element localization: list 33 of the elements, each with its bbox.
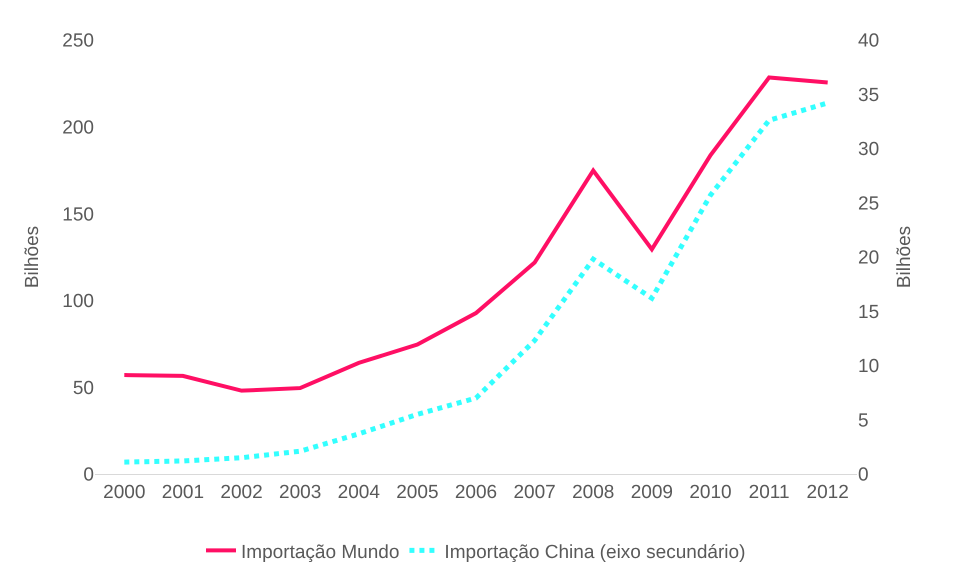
y-tick-label: 50 bbox=[72, 378, 94, 399]
y2-tick-label: 20 bbox=[858, 248, 880, 269]
legend-label: Importação China (eixo secundário) bbox=[444, 542, 746, 563]
x-tick-label: 2010 bbox=[689, 482, 732, 503]
y-axis-title: Bilhões bbox=[22, 226, 44, 288]
y-tick-label: 250 bbox=[62, 30, 94, 52]
y2-tick-label: 30 bbox=[858, 139, 880, 160]
y2-tick-label: 5 bbox=[858, 410, 869, 432]
x-tick-label: 2007 bbox=[513, 482, 556, 503]
x-tick-label: 2008 bbox=[572, 482, 614, 503]
x-tick-label: 2012 bbox=[806, 482, 849, 503]
x-tick-label: 2003 bbox=[279, 482, 322, 503]
x-tick-label: 2000 bbox=[103, 482, 146, 503]
y2-tick-label: 25 bbox=[858, 193, 880, 214]
y2-tick-label: 0 bbox=[858, 464, 869, 486]
x-tick-label: 2001 bbox=[162, 482, 204, 503]
y2-tick-label: 40 bbox=[858, 30, 880, 52]
y-tick-label: 150 bbox=[62, 204, 94, 226]
y2-tick-label: 15 bbox=[858, 302, 880, 323]
x-tick-label: 2011 bbox=[748, 482, 790, 503]
x-tick-label: 2005 bbox=[396, 482, 439, 503]
y2-tick-label: 10 bbox=[858, 356, 880, 378]
x-tick-label: 2004 bbox=[338, 482, 380, 503]
y2-tick-label: 35 bbox=[858, 84, 880, 106]
y-tick-label: 200 bbox=[62, 117, 94, 138]
x-tick-label: 2002 bbox=[220, 482, 263, 503]
y-tick-label: 100 bbox=[62, 291, 94, 312]
x-tick-label: 2009 bbox=[630, 482, 673, 503]
y2-axis-title: Bilhões bbox=[894, 226, 915, 288]
line-series bbox=[122, 76, 830, 393]
x-tick-label: 2006 bbox=[454, 482, 498, 503]
legend-label: Importação Mundo bbox=[241, 542, 400, 563]
y-tick-label: 0 bbox=[83, 464, 94, 486]
